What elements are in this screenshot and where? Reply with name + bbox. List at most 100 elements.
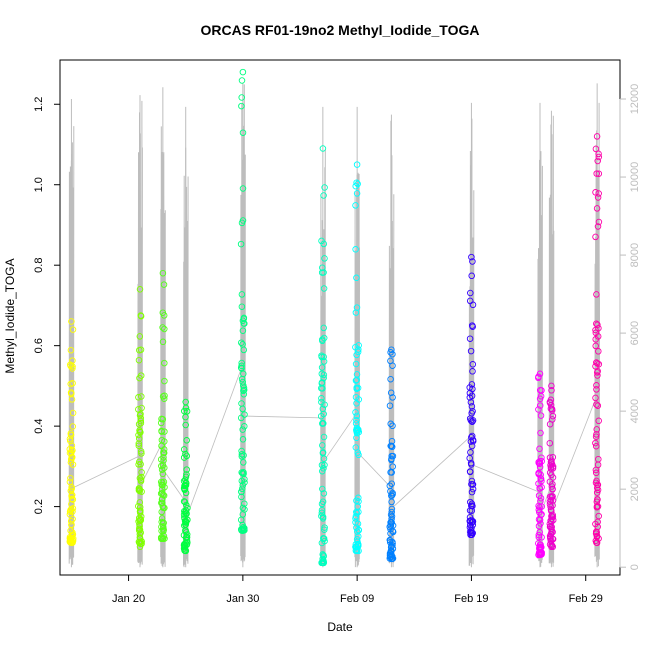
data-point [137,419,145,427]
data-point [467,347,475,355]
data-point [239,436,247,443]
data-point [535,406,542,413]
data-point [239,405,246,413]
data-point [239,511,247,518]
data-point [354,426,361,434]
data-point [468,253,475,261]
data-point [135,442,143,449]
data-point [594,486,602,494]
data-point [135,435,143,442]
data-point [237,240,245,248]
data-point [157,419,165,427]
data-point [158,466,166,473]
data-point [158,518,165,526]
data-point [159,503,166,510]
data-point [389,422,396,430]
x-axis: Jan 20 Jan 30 Feb 09 Feb 19 Feb 29 [112,575,603,605]
data-point [354,348,362,356]
data-point [467,399,475,406]
data-point [353,190,361,197]
data-point [547,465,555,472]
data-point [318,395,325,402]
x-tick-label: Feb 29 [569,593,603,605]
data-point [536,395,544,403]
data-point [182,413,189,421]
data-point [387,522,395,529]
data-point [468,500,476,508]
y2-tick-label: 10000 [629,162,641,193]
data-point [535,374,542,382]
data-point [318,539,326,547]
data-point [160,525,167,532]
data-point [159,309,167,316]
data-point [595,170,603,177]
data-point [161,428,168,435]
data-point [468,392,476,400]
data-point [137,513,145,520]
data-point [389,350,396,358]
data-point [69,379,76,387]
data-point [183,501,190,509]
data-point [353,274,360,282]
data-point [69,409,77,417]
data-point [549,486,556,493]
x-tick-label: Jan 30 [226,593,259,605]
data-point [160,478,168,486]
data-point [354,528,361,535]
data-point [318,364,326,371]
data-point [536,445,543,453]
data-point [180,477,188,485]
data-point [355,527,362,534]
data-point [593,386,600,393]
data-point [238,453,246,460]
data-point [547,530,555,538]
data-point [159,393,167,400]
data-point [353,400,360,407]
data-point [595,535,602,542]
data-point [548,387,555,394]
data-point [547,503,554,510]
data-point [320,455,328,462]
data-point [594,333,602,340]
data-point [547,537,555,545]
data-point [138,404,145,412]
data-point [548,512,556,520]
data-point [355,342,362,349]
data-point [592,342,599,350]
data-point [319,442,326,449]
y-tick-label: 1.0 [33,177,45,192]
data-point [352,409,359,416]
data-point [546,420,554,428]
data-point [469,518,477,525]
data-point [468,507,476,514]
data-point [239,68,247,76]
data-point [135,514,143,522]
data-point [353,384,360,391]
data-point [136,543,144,551]
data-point [240,346,248,354]
y-axis-label: Methyl_Iodide_TOGA [3,258,17,373]
data-point [240,386,248,394]
data-point [595,150,602,158]
data-point [238,94,245,101]
data-point [67,361,74,368]
data-point [592,479,600,487]
data-point [469,481,477,488]
data-point [548,543,555,551]
data-point [183,408,191,415]
data-point [318,237,325,245]
y2-tick-label: 6000 [629,321,641,345]
data-point [238,488,245,496]
data-point [468,272,475,280]
y2-tick-label: 0 [629,564,641,570]
data-point [67,346,75,354]
altitude-connector [164,472,184,499]
data-point [389,362,396,369]
data-point [466,517,474,525]
data-point [182,398,189,406]
data-point [594,194,602,201]
data-point [388,480,395,487]
data-point [135,394,142,401]
data-point [468,403,476,410]
